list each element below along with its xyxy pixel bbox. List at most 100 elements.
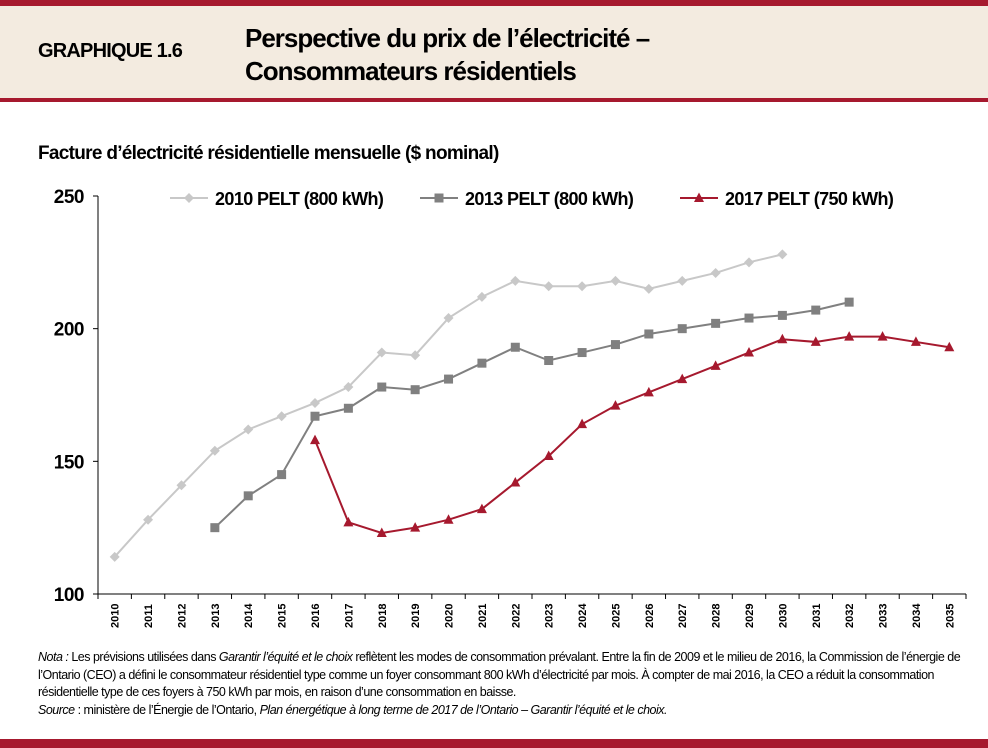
data-point	[510, 342, 520, 352]
x-tick-label: 2015	[277, 604, 289, 628]
y-tick-label: 250	[54, 187, 84, 208]
figure-label: GRAPHIQUE 1.6	[38, 40, 183, 62]
top-accent-bar	[0, 0, 988, 6]
x-tick-label: 2013	[210, 604, 222, 628]
data-point	[644, 329, 654, 339]
data-point	[844, 331, 855, 341]
nota-text-2: reflètent les modes de consommation prév…	[38, 650, 961, 699]
data-point	[410, 350, 421, 361]
data-point	[209, 445, 220, 456]
data-point	[710, 267, 721, 278]
x-tick-label: 2012	[176, 604, 188, 628]
series-line-2	[314, 335, 950, 534]
x-tick-label: 2017	[343, 604, 355, 628]
x-tick-label: 2034	[911, 603, 923, 628]
x-tick-label: 2031	[811, 604, 823, 628]
data-point	[711, 318, 721, 328]
data-point	[443, 313, 454, 324]
x-tick-label: 2032	[844, 604, 856, 628]
data-point	[376, 347, 387, 358]
data-point	[210, 523, 220, 533]
data-point	[343, 403, 353, 413]
data-point	[810, 336, 821, 346]
data-point	[109, 551, 120, 562]
x-tick-label: 2030	[777, 604, 789, 628]
x-tick-label: 2025	[610, 604, 622, 628]
data-point	[643, 283, 654, 294]
x-tick-label: 2016	[310, 604, 322, 628]
data-point	[310, 397, 320, 408]
data-point	[276, 411, 287, 422]
source-label: Source	[38, 702, 75, 717]
data-point	[777, 333, 788, 344]
data-point	[343, 516, 354, 527]
data-point	[944, 341, 955, 352]
legend-marker	[184, 193, 194, 203]
data-point	[744, 313, 754, 323]
data-point	[543, 281, 554, 292]
header-divider	[0, 98, 988, 102]
data-point	[577, 418, 588, 429]
data-point	[544, 356, 554, 366]
data-point	[777, 310, 787, 320]
legend-label: 2010 PELT (800 kWh)	[215, 189, 384, 209]
data-point	[277, 470, 287, 480]
data-point	[910, 336, 921, 346]
data-point	[543, 450, 554, 461]
figure-title: Perspective du prix de l’électricité – C…	[245, 22, 650, 88]
data-point	[476, 503, 487, 514]
data-point	[377, 382, 387, 392]
data-point	[410, 522, 421, 532]
x-tick-label: 2014	[243, 603, 255, 628]
data-point	[577, 281, 588, 292]
data-point	[811, 305, 821, 315]
data-point	[376, 527, 387, 537]
series-line-1	[214, 301, 850, 529]
chart-title: Facture d’électricité résidentielle mens…	[38, 143, 499, 164]
data-point	[577, 348, 587, 358]
x-tick-label: 2028	[711, 604, 723, 628]
x-tick-label: 2020	[444, 604, 456, 628]
x-tick-label: 2035	[944, 604, 956, 628]
data-point	[844, 297, 854, 307]
data-point	[243, 424, 254, 435]
data-point	[610, 275, 621, 286]
x-tick-label: 2029	[744, 604, 756, 628]
header-band	[0, 6, 988, 98]
nota-text: Les prévisions utilisées dans	[68, 650, 219, 664]
x-tick-label: 2023	[544, 604, 556, 628]
series-line-0	[113, 253, 783, 558]
data-point	[777, 249, 788, 260]
data-point	[643, 386, 654, 397]
chart-note: Nota : Les prévisions utilisées dans Gar…	[38, 649, 978, 719]
bottom-accent-bar	[0, 739, 988, 748]
x-tick-label: 2026	[644, 604, 656, 628]
title-line-1: Perspective du prix de l’électricité –	[245, 23, 650, 53]
title-line-2: Consommateurs résidentiels	[245, 56, 577, 86]
data-point	[510, 275, 521, 286]
data-point	[477, 358, 487, 368]
data-point	[610, 340, 620, 350]
data-point	[310, 411, 320, 421]
nota-label: Nota :	[38, 650, 69, 664]
x-tick-label: 2018	[377, 604, 389, 628]
data-point	[510, 477, 521, 487]
data-point	[176, 480, 187, 491]
x-tick-label: 2033	[878, 604, 890, 628]
data-point	[443, 514, 454, 524]
y-tick-label: 100	[54, 585, 84, 606]
data-point	[677, 275, 688, 286]
x-tick-label: 2024	[577, 603, 589, 628]
source-italic: Plan énergétique à long terme de 2017 de…	[259, 702, 668, 717]
data-point	[143, 514, 154, 525]
data-point	[444, 374, 454, 384]
data-point	[343, 382, 354, 393]
data-point	[310, 434, 320, 445]
data-point	[744, 257, 754, 268]
source-text: : ministère de l’Énergie de l’Ontario,	[74, 702, 260, 717]
y-tick-label: 200	[54, 320, 84, 341]
x-tick-label: 2019	[410, 604, 422, 628]
x-tick-label: 2011	[143, 604, 155, 628]
data-point	[744, 347, 754, 357]
data-point	[243, 491, 253, 501]
